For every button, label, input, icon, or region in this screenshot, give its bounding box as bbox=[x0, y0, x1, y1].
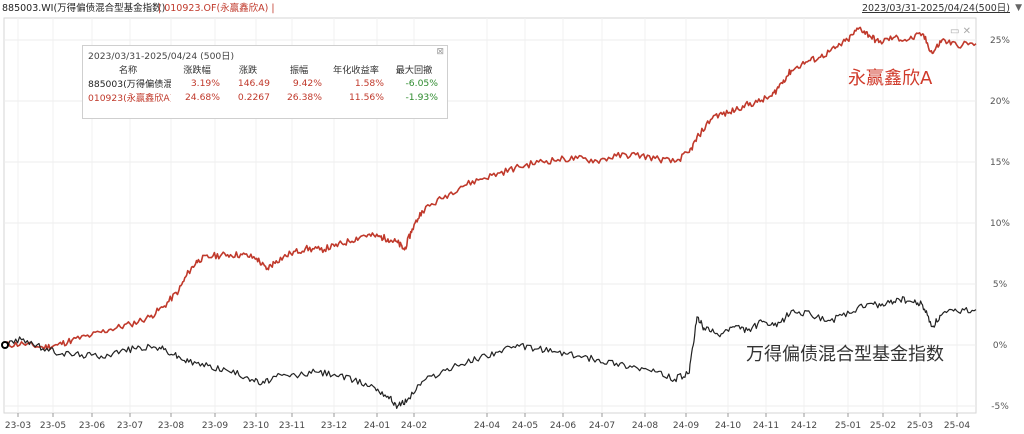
x-tick-label: 25-03 bbox=[907, 421, 933, 431]
row-change-pct: 3.19% bbox=[190, 77, 220, 89]
date-range-link[interactable]: 2023/03/31-2025/04/24(500日) bbox=[862, 3, 1010, 14]
table-row[interactable]: 885003(万得偏债混合 3.19% 146.49 9.42% 1.58% -… bbox=[85, 76, 441, 91]
row-amplitude: 26.38% bbox=[286, 91, 322, 103]
y-tick-label: 10% bbox=[990, 219, 1010, 229]
plot-frame bbox=[3, 17, 977, 414]
row-amplitude: 9.42% bbox=[292, 77, 322, 89]
row-annualized: 11.56% bbox=[348, 91, 384, 103]
y-tick-label: 20% bbox=[990, 97, 1010, 107]
table-row[interactable]: 010923(永赢鑫欣A) 24.68% 0.2267 26.38% 11.56… bbox=[85, 90, 441, 105]
col-name: 名称 bbox=[118, 65, 138, 76]
x-tick-label: 25-02 bbox=[870, 421, 896, 431]
row-change-pct: 24.68% bbox=[184, 91, 220, 103]
x-tick-label: 24-05 bbox=[512, 421, 538, 431]
stats-table: 名称 涨跌幅 涨跌 振幅 年化收益率 最大回撤 885003(万得偏债混合 3.… bbox=[85, 62, 441, 104]
x-tick-label: 23-03 bbox=[5, 421, 31, 431]
row-change: 146.49 bbox=[237, 77, 270, 89]
close-window-icon[interactable]: ✕ bbox=[962, 26, 972, 37]
series2-title[interactable]: | 010923.OF(永赢鑫欣A) | bbox=[158, 3, 275, 14]
row-name: 885003(万得偏债混合 bbox=[88, 79, 171, 90]
row-name: 010923(永赢鑫欣A) bbox=[88, 93, 171, 104]
row-max-drawdown: -1.93% bbox=[405, 91, 438, 103]
stats-panel: 2023/03/31-2025/04/24 (500日) ⊠ 名称 涨跌幅 涨跌… bbox=[82, 45, 448, 119]
x-tick-label: 24-08 bbox=[632, 421, 658, 431]
x-tick-label: 24-07 bbox=[589, 421, 615, 431]
x-tick-label: 23-08 bbox=[158, 421, 184, 431]
row-annualized: 1.58% bbox=[354, 77, 384, 89]
col-annualized: 年化收益率 bbox=[333, 65, 379, 76]
x-tick-label: 24-11 bbox=[753, 421, 779, 431]
x-tick-label: 23-06 bbox=[79, 421, 105, 431]
x-tick-label: 24-10 bbox=[715, 421, 741, 431]
stats-header-row: 名称 涨跌幅 涨跌 振幅 年化收益率 最大回撤 bbox=[85, 62, 441, 76]
start-marker bbox=[1, 341, 9, 349]
close-icon[interactable]: ⊠ bbox=[436, 47, 444, 57]
x-tick-label: 24-12 bbox=[791, 421, 817, 431]
x-tick-label: 23-07 bbox=[117, 421, 143, 431]
x-tick-label: 24-09 bbox=[673, 421, 699, 431]
x-tick-label: 23-10 bbox=[243, 421, 269, 431]
series1-title[interactable]: 885003.WI(万得偏债混合型基金指数) bbox=[2, 3, 166, 14]
x-tick-label: 23-12 bbox=[321, 421, 347, 431]
row-change: 0.2267 bbox=[237, 91, 270, 103]
x-tick-label: 24-06 bbox=[550, 421, 576, 431]
col-change: 涨跌 bbox=[238, 65, 258, 76]
x-tick-label: 23-09 bbox=[202, 421, 228, 431]
x-tick-label: 24-01 bbox=[364, 421, 390, 431]
y-tick-label: 25% bbox=[990, 36, 1010, 46]
series-annotation: 永赢鑫欣A bbox=[848, 67, 933, 89]
x-tick-label: 23-11 bbox=[279, 421, 305, 431]
y-tick-label: 5% bbox=[993, 280, 1008, 290]
series-line bbox=[3, 26, 977, 351]
stats-title: 2023/03/31-2025/04/24 (500日) bbox=[88, 51, 235, 62]
col-max-drawdown: 最大回撤 bbox=[395, 65, 433, 76]
x-tick-label: 25-01 bbox=[835, 421, 861, 431]
col-change-pct: 涨跌幅 bbox=[183, 65, 211, 76]
chart-header: 885003.WI(万得偏债混合型基金指数) | 010923.OF(永赢鑫欣A… bbox=[0, 0, 1024, 17]
restore-icon[interactable]: ▭ bbox=[950, 26, 960, 37]
series-annotation: 万得偏债混合型基金指数 bbox=[746, 344, 944, 365]
col-amplitude: 振幅 bbox=[289, 65, 309, 76]
x-tick-label: 24-04 bbox=[474, 421, 500, 431]
y-tick-label: 0% bbox=[993, 341, 1008, 351]
window-controls: ▭ ✕ bbox=[950, 26, 971, 37]
x-tick-label: 23-05 bbox=[40, 421, 66, 431]
y-tick-label: 15% bbox=[990, 158, 1010, 168]
row-max-drawdown: -6.05% bbox=[405, 77, 438, 89]
y-tick-label: -5% bbox=[991, 402, 1009, 412]
series-line bbox=[3, 296, 977, 409]
triangle-down-icon[interactable]: ▼ bbox=[1015, 3, 1022, 13]
x-tick-label: 25-04 bbox=[944, 421, 970, 431]
x-tick-label: 24-02 bbox=[401, 421, 427, 431]
